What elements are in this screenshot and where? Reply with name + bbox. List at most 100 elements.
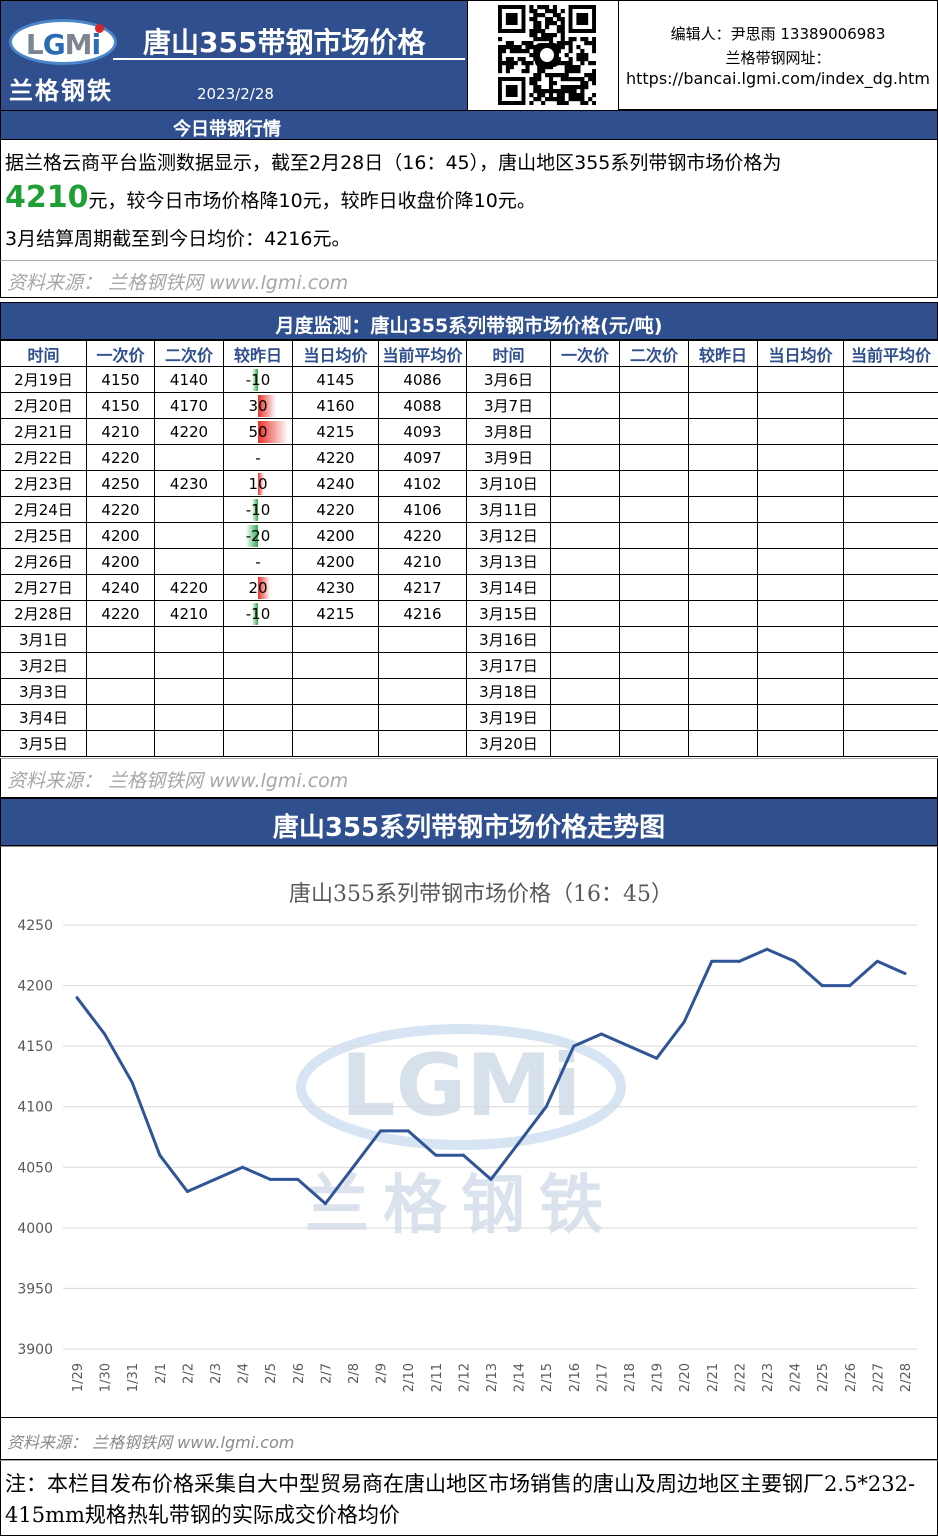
date-cell: 3月3日 [0, 678, 87, 705]
x-tick-label: 2/9 [375, 1363, 390, 1384]
price-cell [757, 730, 844, 757]
change-cell [223, 626, 293, 653]
data-point [627, 1044, 631, 1048]
x-tick-label: 1/30 [99, 1363, 114, 1392]
price-cell: 4217 [378, 574, 467, 601]
price-cell [154, 704, 224, 731]
data-point [517, 1141, 521, 1145]
data-point [544, 1105, 548, 1109]
price-cell: 4210 [378, 548, 467, 575]
change-bar-up [258, 577, 270, 599]
y-tick-label: 3900 [17, 1342, 53, 1358]
price-cell [378, 626, 467, 653]
price-cell [86, 678, 155, 705]
price-cell [154, 444, 224, 471]
date-cell: 3月18日 [466, 678, 551, 705]
change-cell: -10 [223, 366, 293, 393]
price-cell: 4200 [86, 548, 155, 575]
price-cell: 4088 [378, 392, 467, 419]
date-cell: 3月8日 [466, 418, 551, 445]
price-cell [757, 470, 844, 497]
data-point [434, 1153, 438, 1157]
price-cell: 4220 [292, 496, 379, 523]
site-url-link[interactable]: https://bancai.lgmi.com/index_dg.htm [625, 69, 931, 88]
x-tick-label: 2/5 [264, 1363, 279, 1384]
data-point [710, 959, 714, 963]
x-tick-label: 2/12 [457, 1363, 472, 1392]
price-cell [688, 704, 758, 731]
site-label: 兰格带钢网址： [725, 49, 831, 67]
editor-info: 编辑人：尹思雨 13389006983 [670, 25, 886, 43]
price-cell [757, 704, 844, 731]
summary-line-1: 据兰格云商平台监测数据显示，截至2月28日（16：45），唐山地区355系列带钢… [5, 152, 782, 174]
date-cell: 3月16日 [466, 626, 551, 653]
x-tick-label: 1/31 [126, 1363, 141, 1392]
y-tick-label: 4250 [17, 918, 53, 934]
column-header: 时间 [466, 340, 551, 367]
data-point [572, 1044, 576, 1048]
price-cell: 4145 [292, 366, 379, 393]
price-cell [378, 652, 467, 679]
price-cell [292, 704, 379, 731]
x-tick-label: 2/16 [568, 1363, 583, 1392]
change-value: 30 [248, 396, 268, 415]
x-tick-label: 2/1 [154, 1363, 169, 1384]
today-section-title: 今日带钢行情 [173, 119, 281, 140]
price-cell [688, 548, 758, 575]
price-cell [688, 574, 758, 601]
column-header: 当日均价 [292, 340, 379, 367]
monitor-source-text: 资料来源： 兰格钢铁网 www.lgmi.com [7, 770, 349, 792]
x-tick-label: 2/22 [733, 1363, 748, 1392]
x-tick-label: 2/7 [319, 1363, 334, 1384]
change-cell [223, 652, 293, 679]
price-cell [378, 704, 467, 731]
change-cell: 50 [223, 418, 293, 445]
data-point [75, 996, 79, 1000]
price-cell [757, 418, 844, 445]
price-cell [688, 496, 758, 523]
price-cell [757, 626, 844, 653]
table-row: 3月4日 3月19日 [0, 704, 938, 731]
data-point [489, 1177, 493, 1181]
lgmi-logo-letters: LGMi [25, 28, 101, 61]
price-cell [843, 496, 938, 523]
price-cell [843, 652, 938, 679]
y-tick-label: 3950 [17, 1281, 53, 1297]
price-cell [550, 470, 620, 497]
price-cell [757, 678, 844, 705]
price-cell [550, 366, 620, 393]
trend-section-title: 唐山355系列带钢市场价格走势图 [272, 813, 666, 843]
change-value: -10 [245, 604, 271, 623]
table-row: 3月1日 3月16日 [0, 626, 938, 653]
date-cell: 3月12日 [466, 522, 551, 549]
change-value: -20 [245, 526, 271, 545]
price-cell [550, 730, 620, 757]
data-point [599, 1032, 603, 1036]
price-cell: 4220 [86, 444, 155, 471]
column-header: 一次价 [550, 340, 620, 367]
date-cell: 3月2日 [0, 652, 87, 679]
x-tick-label: 2/21 [706, 1363, 721, 1392]
change-bar-down [246, 525, 258, 547]
data-point [103, 1032, 107, 1036]
column-header: 时间 [0, 340, 87, 367]
price-cell [843, 678, 938, 705]
date-cell: 3月11日 [466, 496, 551, 523]
price-cell [688, 652, 758, 679]
data-point [820, 984, 824, 988]
price-cell [688, 470, 758, 497]
price-cell [843, 548, 938, 575]
price-cell [843, 730, 938, 757]
date-cell: 3月5日 [0, 730, 87, 757]
data-point [241, 1165, 245, 1169]
table-row: 3月2日 3月17日 [0, 652, 938, 679]
data-point [406, 1129, 410, 1133]
price-cell [619, 730, 689, 757]
price-cell [757, 652, 844, 679]
change-value: - [255, 448, 261, 467]
x-tick-label: 2/10 [402, 1363, 417, 1392]
price-cell [550, 626, 620, 653]
x-tick-label: 2/19 [651, 1363, 666, 1392]
title-panel: LGMi 兰格钢铁 唐山355带钢市场价格 2023/2/28 [1, 1, 467, 111]
x-tick-label: 2/3 [209, 1363, 224, 1384]
